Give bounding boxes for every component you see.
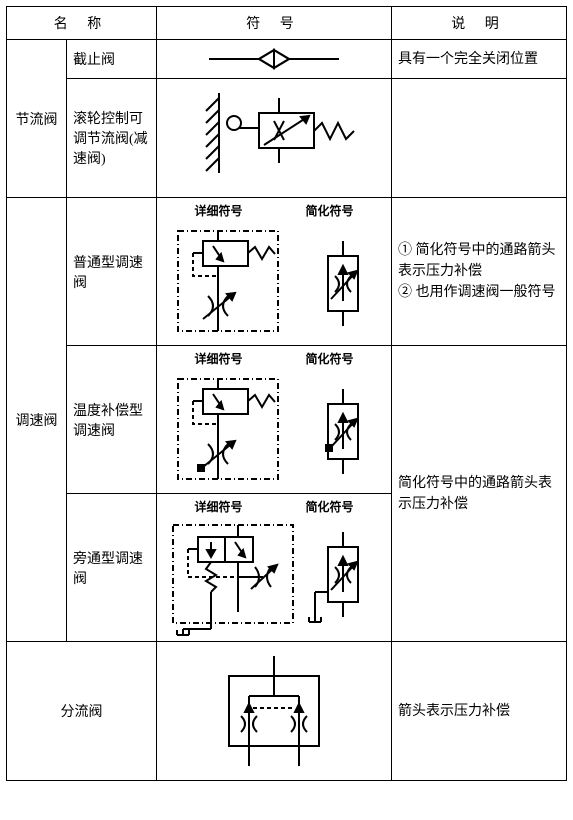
desc-normal-speed: ① 简化符号中的通路箭头表示压力补偿 ② 也用作调速阀一般符号 [392,198,567,346]
symbol-labels: 详细符号 简化符号 [163,498,385,515]
symbol-temp-comp: 详细符号 简化符号 [157,346,392,494]
category-speed: 调速阀 [7,198,67,642]
category-throttle: 节流阀 [7,40,67,198]
row-shutoff: 节流阀 截止阀 具有一个完全关闭位置 [7,40,567,79]
symbol-shutoff [157,40,392,79]
symbol-labels: 详细符号 简化符号 [163,202,385,219]
symbol-normal-speed: 详细符号 简化符号 [157,198,392,346]
row-roller: 滚轮控制可调节流阀(减速阀) [7,79,567,198]
row-temp-comp: 温度补偿型调速阀 详细符号 简化符号 [7,346,567,494]
sub-temp-comp: 温度补偿型调速阀 [67,346,157,494]
header-desc: 说 明 [392,7,567,40]
label-simplified: 简化符号 [274,202,385,219]
category-divider: 分流阀 [7,642,157,781]
header-name: 名 称 [7,7,157,40]
label-simplified: 简化符号 [274,498,385,515]
label-detailed: 详细符号 [163,350,274,367]
sub-bypass-speed: 旁通型调速阀 [67,494,157,642]
symbol-divider [157,642,392,781]
desc-roller [392,79,567,198]
symbol-bypass-speed: 详细符号 简化符号 [157,494,392,642]
sub-shutoff: 截止阀 [67,40,157,79]
symbol-roller [157,79,392,198]
header-symbol: 符 号 [157,7,392,40]
desc-shutoff: 具有一个完全关闭位置 [392,40,567,79]
table-header-row: 名 称 符 号 说 明 [7,7,567,40]
row-divider: 分流阀 [7,642,567,781]
desc-divider: 箭头表示压力补偿 [392,642,567,781]
label-detailed: 详细符号 [163,202,274,219]
sub-normal-speed: 普通型调速阀 [67,198,157,346]
sub-roller: 滚轮控制可调节流阀(减速阀) [67,79,157,198]
row-normal-speed: 调速阀 普通型调速阀 详细符号 简化符号 [7,198,567,346]
label-simplified: 简化符号 [274,350,385,367]
symbol-labels: 详细符号 简化符号 [163,350,385,367]
valve-symbol-table: 名 称 符 号 说 明 节流阀 截止阀 具有一个完全关闭位置 [6,6,567,781]
desc-temp-bypass: 简化符号中的通路箭头表示压力补偿 [392,346,567,642]
label-detailed: 详细符号 [163,498,274,515]
